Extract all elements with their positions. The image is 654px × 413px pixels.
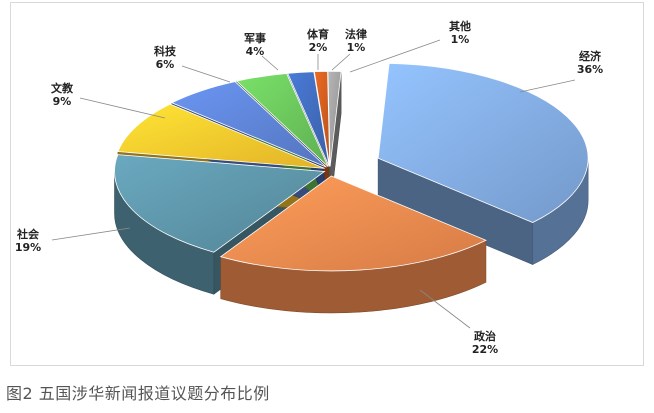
slice-label-falv: 法律 xyxy=(345,27,367,41)
slice-label-wenjiao: 文教 xyxy=(51,81,74,95)
slice-label-shehui: 社会 xyxy=(16,227,40,241)
slice-label-junshi: 军事 xyxy=(244,31,266,45)
slice-value-junshi: 4% xyxy=(246,45,265,58)
slice-junshi xyxy=(235,73,329,167)
slice-value-falv: 1% xyxy=(347,41,366,54)
leader-line-shehui xyxy=(51,227,131,241)
slice-wenjiao xyxy=(117,103,325,169)
slice-value-zhengzhi: 22% xyxy=(472,343,498,356)
slice-tiyu xyxy=(287,71,330,167)
figure-caption: 图2 五国涉华新闻报道议题分布比例 xyxy=(6,384,270,403)
leader-line-keji xyxy=(181,65,231,83)
slice-value-keji: 6% xyxy=(156,58,175,71)
leader-line-junshi xyxy=(261,55,279,71)
slice-shehui xyxy=(114,154,326,253)
leader-line-wenjiao xyxy=(79,97,166,119)
pie-tops xyxy=(114,62,589,272)
slice-value-wenjiao: 9% xyxy=(53,95,72,108)
leader-line-jingji xyxy=(519,79,576,93)
slice-value-shehui: 19% xyxy=(15,241,41,254)
leader-line-zhengzhi xyxy=(419,289,471,329)
label-leader-lines xyxy=(51,39,576,329)
slice-label-qita: 其他 xyxy=(449,19,471,33)
slice-label-jingji: 经济 xyxy=(579,49,602,63)
leader-line-falv xyxy=(331,53,351,71)
slice-zhengzhi xyxy=(219,175,487,272)
slice-qita xyxy=(327,71,342,167)
slice-jingji xyxy=(377,62,589,223)
slice-value-qita: 1% xyxy=(451,33,470,46)
slice-value-tiyu: 2% xyxy=(309,41,328,54)
leader-line-qita xyxy=(349,39,441,73)
slice-value-jingji: 36% xyxy=(577,63,603,76)
slice-label-tiyu: 体育 xyxy=(307,27,329,41)
slice-keji xyxy=(170,81,327,168)
slice-label-keji: 科技 xyxy=(154,44,177,58)
slice-label-zhengzhi: 政治 xyxy=(474,329,496,343)
